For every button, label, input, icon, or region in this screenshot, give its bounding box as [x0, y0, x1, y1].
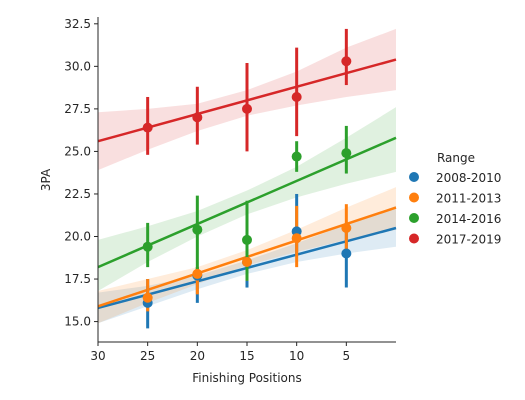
data-point-2014-2016: [242, 234, 252, 245]
data-point-2017-2019: [192, 112, 203, 123]
y-tick-label: 25.0: [64, 144, 91, 158]
y-tick-label: 32.5: [64, 17, 91, 31]
legend-marker-2008-2010: [409, 172, 419, 182]
legend-marker-2014-2016: [409, 213, 419, 223]
data-point-2014-2016: [192, 224, 203, 235]
legend-label-2008-2010: 2008-2010: [436, 171, 501, 185]
x-tick-label: 15: [239, 349, 254, 363]
x-tick-label: 5: [343, 349, 351, 363]
x-tick-label: 10: [289, 349, 304, 363]
legend-label-2011-2013: 2011-2013: [436, 192, 501, 206]
data-point-2011-2013: [291, 233, 302, 244]
x-tick-label: 20: [190, 349, 205, 363]
x-axis-label: Finishing Positions: [192, 371, 302, 385]
y-tick-label: 15.0: [64, 315, 91, 329]
data-point-2017-2019: [341, 56, 352, 67]
y-tick-label: 20.0: [64, 230, 91, 244]
legend: Range 2008-2010 2011-2013 2014-2016 2017-20…: [409, 151, 501, 247]
y-tick-label: 27.5: [64, 102, 91, 116]
y-tick-label: 30.0: [64, 59, 91, 73]
data-point-2017-2019: [242, 103, 252, 114]
legend-marker-2017-2019: [409, 233, 419, 244]
y-ticks: 15.0 17.5 20.0 22.5 25.0 27.5 30.0 32.5: [64, 17, 98, 329]
y-tick-label: 22.5: [64, 187, 91, 201]
data-point-2011-2013: [192, 268, 203, 279]
data-point-2008-2010: [341, 248, 352, 259]
legend-marker-2011-2013: [409, 192, 419, 203]
legend-title: Range: [437, 151, 475, 165]
confidence-band-2014-2016: [98, 107, 396, 291]
x-tick-label: 25: [140, 349, 155, 363]
data-points: [142, 56, 352, 308]
data-point-2017-2019: [142, 122, 153, 133]
x-ticks: 30 25 20 15 10 5: [90, 342, 350, 363]
legend-label-2017-2019: 2017-2019: [436, 233, 501, 247]
y-axis-label: 3PA: [39, 168, 53, 191]
legend-label-2014-2016: 2014-2016: [436, 212, 501, 226]
data-point-2014-2016: [142, 241, 153, 252]
data-point-2011-2013: [142, 292, 153, 303]
data-point-2011-2013: [242, 257, 252, 268]
data-point-2014-2016: [291, 151, 302, 162]
data-point-2014-2016: [341, 148, 352, 159]
x-tick-label: 30: [90, 349, 105, 363]
y-tick-label: 17.5: [64, 272, 91, 286]
data-point-2011-2013: [341, 222, 352, 233]
data-point-2017-2019: [291, 91, 302, 102]
